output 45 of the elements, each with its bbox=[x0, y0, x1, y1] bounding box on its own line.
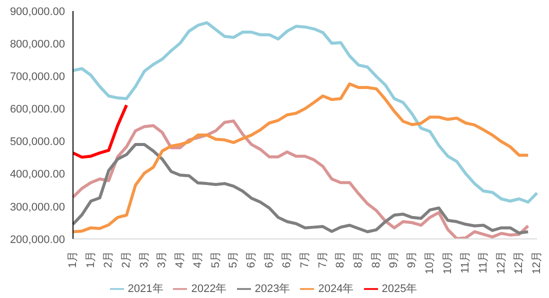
x-tick-label: 12月 bbox=[495, 250, 508, 274]
legend-label: 2023年 bbox=[254, 282, 290, 295]
x-tick-label: 1月 bbox=[84, 250, 97, 268]
line-series bbox=[72, 104, 128, 159]
line-series bbox=[72, 142, 530, 235]
x-tick-label: 6月 bbox=[281, 250, 294, 268]
line-series bbox=[72, 21, 538, 204]
x-tick-label: 8月 bbox=[334, 250, 347, 268]
x-tick-label: 8月 bbox=[370, 250, 382, 268]
x-tick-label: 4月 bbox=[174, 250, 186, 268]
x-tick-label: 6月 bbox=[245, 250, 258, 268]
x-tick-label: 2月 bbox=[120, 250, 133, 268]
y-tick-label: 900,000.00 bbox=[10, 6, 65, 18]
x-tick-label: 11月 bbox=[477, 250, 490, 274]
legend-label: 2024年 bbox=[318, 282, 354, 295]
x-tick-label: 5月 bbox=[228, 250, 240, 268]
legend-label: 2021年 bbox=[128, 282, 164, 295]
y-tick-label: 800,000.00 bbox=[10, 38, 65, 50]
x-tick-label: 11月 bbox=[460, 250, 472, 274]
x-tick-label: 1月 bbox=[67, 250, 79, 268]
x-tick-label: 12月 bbox=[531, 250, 543, 274]
legend-label: 2025年 bbox=[382, 282, 418, 295]
x-tick-label: 2月 bbox=[102, 250, 115, 268]
x-tick-label: 7月 bbox=[299, 250, 311, 268]
x-tick-label: 3月 bbox=[138, 250, 150, 268]
y-tick-label: 400,000.00 bbox=[10, 168, 65, 181]
legend-label: 2022年 bbox=[191, 282, 227, 295]
x-tick-label: 10月 bbox=[442, 250, 454, 274]
x-tick-label: 9月 bbox=[388, 250, 400, 268]
y-tick-label: 600,000.00 bbox=[10, 104, 65, 116]
line-series bbox=[72, 120, 530, 239]
x-tick-label: 8月 bbox=[352, 250, 365, 268]
y-tick-label: 700,000.00 bbox=[10, 71, 65, 84]
x-tick-label: 12月 bbox=[513, 250, 526, 274]
x-tick-label: 10月 bbox=[424, 250, 436, 274]
line-series bbox=[72, 82, 530, 234]
y-tick-label: 200,000.00 bbox=[10, 234, 65, 246]
x-tick-label: 9月 bbox=[406, 250, 418, 268]
x-tick-label: 7月 bbox=[316, 250, 329, 268]
y-tick-label: 500,000.00 bbox=[10, 136, 65, 148]
x-tick-label: 3月 bbox=[156, 250, 168, 268]
y-tick-label: 300,000.00 bbox=[10, 201, 65, 214]
x-tick-label: 4月 bbox=[192, 250, 204, 268]
x-tick-label: 5月 bbox=[210, 250, 222, 268]
x-tick-label: 6月 bbox=[263, 250, 276, 268]
